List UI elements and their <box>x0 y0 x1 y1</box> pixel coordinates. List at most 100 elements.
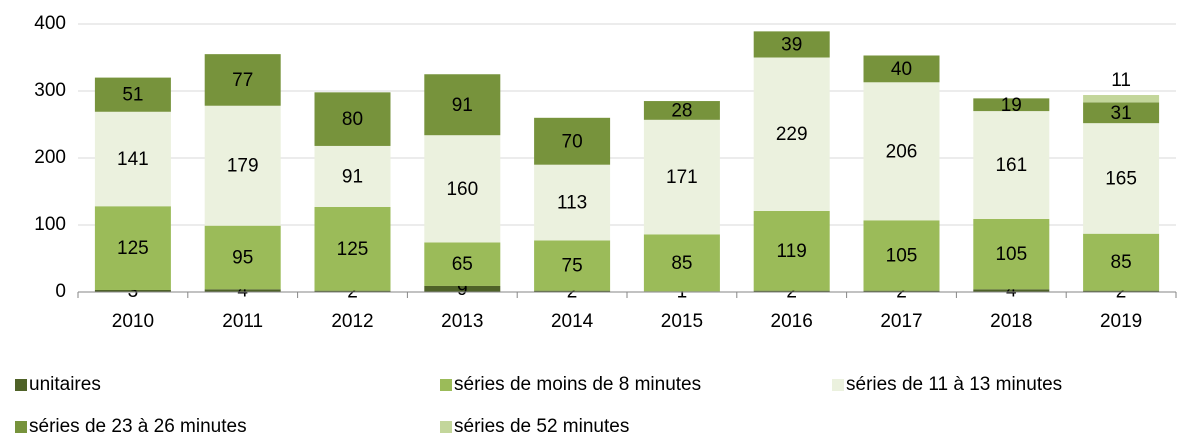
legend-swatch <box>15 379 27 391</box>
data-label: 85 <box>1111 252 1132 273</box>
bar-segment <box>424 135 501 243</box>
bar-segment <box>1083 233 1160 291</box>
bar-segment <box>424 242 501 286</box>
bar-segment <box>753 57 830 211</box>
bar-segment <box>643 234 720 292</box>
data-label: 160 <box>446 179 478 200</box>
bar-segment <box>643 101 720 120</box>
legend-label: séries de 52 minutes <box>454 416 629 436</box>
bar-segment <box>94 77 171 112</box>
legend-label: unitaires <box>29 374 101 395</box>
bar-segment <box>534 117 611 165</box>
legend-swatch <box>15 421 27 433</box>
bar-segment <box>204 54 281 106</box>
data-label: 141 <box>117 149 149 170</box>
bar-segment <box>643 119 720 235</box>
bar-segment <box>973 111 1050 219</box>
bar-segment <box>94 111 171 207</box>
data-label: 179 <box>227 156 259 177</box>
bar-segment <box>94 206 171 290</box>
x-tick-label: 2013 <box>441 311 483 332</box>
bar-segment <box>314 290 391 292</box>
bar-segment <box>314 145 391 207</box>
data-label: 113 <box>557 193 587 214</box>
legend-label: séries de moins de 8 minutes <box>454 374 701 395</box>
data-label: 85 <box>671 253 692 274</box>
x-tick-label: 2019 <box>1100 311 1142 332</box>
bar-segment <box>753 31 830 58</box>
bar-segment <box>863 55 940 83</box>
data-label: 4 <box>1006 281 1017 302</box>
legend-swatch <box>440 379 452 391</box>
y-tick-label: 0 <box>55 281 66 302</box>
data-label: 28 <box>671 100 692 121</box>
data-label: 165 <box>1105 168 1137 189</box>
x-tick-label: 2015 <box>661 311 703 332</box>
data-label: 95 <box>232 248 253 269</box>
bar-segment <box>1083 290 1160 292</box>
x-tick-label: 2017 <box>880 311 922 332</box>
bar-segment <box>424 74 501 136</box>
data-label: 125 <box>117 238 149 259</box>
bar-segment <box>973 218 1050 290</box>
data-label: 80 <box>342 109 363 130</box>
data-label: 171 <box>666 167 698 188</box>
legend-swatch <box>832 379 844 391</box>
data-label: 105 <box>995 244 1027 265</box>
legend-label: séries de 11 à 13 minutes <box>846 374 1062 395</box>
bar-segment <box>863 220 940 291</box>
bar-segment <box>1083 102 1160 124</box>
bar-segment <box>973 289 1050 292</box>
bar-segment <box>534 290 611 292</box>
x-tick-label: 2012 <box>331 311 373 332</box>
data-label: 40 <box>891 59 912 80</box>
data-label: 91 <box>342 166 363 187</box>
data-label: 51 <box>122 85 143 106</box>
x-tick-label: 2010 <box>112 311 154 332</box>
bar-segment <box>204 105 281 226</box>
data-label: 19 <box>1001 95 1022 116</box>
data-label: 91 <box>452 95 473 116</box>
bar-segment <box>534 240 611 291</box>
data-label: 65 <box>452 254 473 275</box>
bar-segment <box>753 290 830 292</box>
data-label: 161 <box>995 155 1027 176</box>
y-tick-label: 400 <box>34 13 66 34</box>
x-tick-label: 2014 <box>551 311 594 332</box>
data-label: 39 <box>781 34 802 55</box>
bar-segment <box>534 164 611 241</box>
bar-segment <box>314 206 391 291</box>
data-label: 4 <box>237 281 248 302</box>
bar-segment <box>863 82 940 221</box>
data-label: 77 <box>232 70 253 91</box>
data-label: 119 <box>777 241 807 262</box>
bar-segment <box>863 290 940 292</box>
bar-segment <box>1083 95 1160 103</box>
y-tick-label: 200 <box>34 147 66 168</box>
legend-swatch <box>440 421 452 433</box>
bar-segment <box>204 225 281 290</box>
data-label: 105 <box>886 246 918 267</box>
data-label: 125 <box>337 239 369 260</box>
x-tick-label: 2018 <box>990 311 1032 332</box>
data-label: 11 <box>1111 70 1131 91</box>
y-tick-label: 100 <box>34 214 66 235</box>
x-tick-label: 2011 <box>222 311 263 332</box>
x-tick-label: 2016 <box>771 311 813 332</box>
bar-segment <box>314 92 391 146</box>
bar-segment <box>424 285 501 292</box>
bar-segment <box>204 289 281 292</box>
y-tick-label: 300 <box>34 80 66 101</box>
data-label: 31 <box>1111 103 1132 124</box>
data-label: 206 <box>886 141 918 162</box>
data-label: 70 <box>562 131 583 152</box>
bar-segment <box>973 98 1050 112</box>
bar-segment <box>1083 123 1160 234</box>
bar-segment <box>94 289 171 292</box>
data-label: 229 <box>776 124 808 145</box>
data-label: 75 <box>562 256 583 277</box>
legend-label: séries de 23 à 26 minutes <box>29 416 247 436</box>
data-label: 9 <box>457 279 468 300</box>
bar-segment <box>753 210 830 291</box>
